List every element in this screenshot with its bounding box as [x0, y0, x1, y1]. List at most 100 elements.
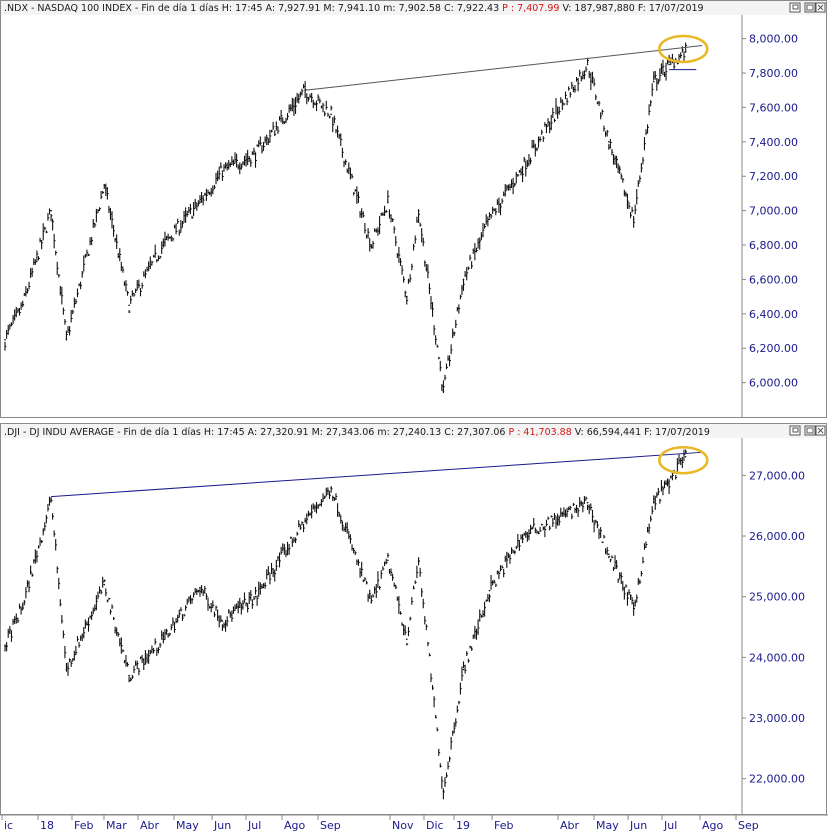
dji-frame — [0, 423, 827, 815]
header-field: M: 7,941.10 — [320, 3, 380, 14]
ndx-restore-icon — [792, 4, 799, 10]
x-tick-label: 18 — [40, 819, 54, 831]
x-tick-label: ic — [4, 819, 13, 831]
ndx-close-icon — [817, 4, 824, 11]
data-point — [586, 63, 589, 66]
data-point — [199, 201, 201, 203]
data-point — [652, 501, 655, 504]
header-field: m: 7,902.58 — [380, 3, 441, 14]
data-point — [652, 80, 655, 83]
data-point — [586, 501, 589, 504]
data-point — [387, 201, 389, 203]
x-tick-label: Jun — [213, 819, 231, 831]
data-point — [304, 520, 306, 522]
data-point — [50, 209, 52, 212]
data-point — [608, 141, 610, 143]
x-axis-labels: ic 18 Feb Mar Abr May Jun Jul Ago Sep Nov Dic 19 Feb A… — [1, 815, 759, 831]
x-tick-label: Sep — [738, 819, 759, 831]
ndx-panel: .NDX - NASDAQ 100 INDEX - Fin de día 1 d… — [0, 0, 827, 418]
data-point — [254, 153, 257, 155]
data-point — [50, 498, 52, 501]
y-tick-label: 6,000.00 — [749, 377, 798, 390]
x-tick-label: Jul — [663, 819, 677, 831]
header-field: M: 27,343.06 — [309, 427, 375, 438]
dji-header-bar — [1, 424, 826, 438]
x-tick-label: Sep — [320, 819, 341, 831]
header-field: m: 27,240.13 — [374, 427, 441, 438]
header-field: P : 7,407.99 — [499, 3, 559, 14]
data-point — [387, 559, 389, 562]
y-tick-label: 6,400.00 — [749, 308, 798, 321]
y-tick-label: 7,000.00 — [749, 205, 798, 218]
x-tick-label: Ago — [702, 819, 724, 831]
dji-window-buttons[interactable] — [789, 425, 826, 436]
data-point — [103, 583, 106, 586]
y-tick-label: 24,000.00 — [749, 651, 805, 664]
data-point — [370, 244, 373, 246]
data-point — [488, 218, 491, 221]
header-field: .NDX - NASDAQ 100 INDEX - Fin de día 1 d… — [4, 3, 219, 14]
data-point — [632, 218, 635, 221]
x-tick-label: Feb — [74, 819, 93, 831]
header-field: F: 17/07/2019 — [641, 427, 710, 438]
data-point — [442, 790, 445, 792]
header-field: C: 27,307.06 — [441, 427, 505, 438]
ndx-y-axis: 8,000.00 7,800.00 7,600.00 7,400.00 7,200.00… — [742, 33, 798, 390]
data-point — [330, 113, 332, 116]
x-tick-label: Dic — [426, 819, 444, 831]
y-tick-label: 7,400.00 — [749, 136, 798, 149]
y-tick-label: 6,200.00 — [749, 342, 798, 355]
y-tick-label: 7,800.00 — [749, 67, 798, 80]
dji-y-axis: 27,000.00 26,000.00 25,000.00 24,000.00 23,0… — [742, 469, 805, 786]
x-tick-label: Jun — [629, 819, 647, 831]
y-tick-label: 23,000.00 — [749, 712, 805, 725]
y-tick-label: 8,000.00 — [749, 33, 798, 46]
y-tick-label: 7,200.00 — [749, 170, 798, 183]
trendline[interactable] — [305, 45, 703, 91]
data-point — [521, 166, 524, 169]
header-field: H: 17:45 — [201, 427, 245, 438]
x-tick-label: May — [596, 819, 619, 831]
data-point — [103, 184, 106, 186]
highlight-ellipse[interactable] — [658, 34, 709, 64]
data-point — [442, 390, 445, 393]
dji-maximize-icon — [806, 427, 814, 434]
dji-restore-button[interactable] — [789, 425, 801, 436]
x-tick-label: Abr — [560, 819, 580, 831]
data-point — [405, 638, 408, 640]
ndx-header-bar — [1, 1, 826, 15]
data-point — [668, 63, 670, 66]
ndx-maximize-icon — [806, 4, 814, 11]
y-tick-label: 22,000.00 — [749, 773, 805, 786]
data-point — [199, 586, 201, 589]
data-point — [417, 209, 420, 212]
ndx-window-buttons[interactable] — [789, 2, 826, 13]
x-tick-label: Jul — [247, 819, 261, 831]
data-point — [488, 589, 491, 592]
dji-maximize-button[interactable] — [804, 425, 816, 436]
trendline[interactable] — [51, 451, 703, 498]
x-axis: ic 18 Feb Mar Abr May Jun Jul Ago Sep Nov Dic 19 Feb A… — [0, 814, 828, 831]
dji-close-icon — [817, 427, 824, 434]
data-point — [684, 455, 687, 458]
ndx-maximize-button[interactable] — [804, 2, 816, 13]
y-tick-label: 6,600.00 — [749, 273, 798, 286]
data-point — [162, 638, 165, 640]
x-tick-label: May — [176, 819, 199, 831]
ndx-restore-button[interactable] — [789, 2, 801, 13]
data-point — [162, 244, 165, 246]
data-point — [462, 278, 465, 281]
data-point — [462, 668, 465, 671]
data-point — [558, 517, 561, 519]
dji-header: .DJI - DJ INDU AVERAGE - Fin de día 1 dí… — [4, 427, 710, 438]
x-tick-label: Ago — [284, 819, 306, 831]
data-point — [4, 644, 6, 647]
header-field: .DJI - DJ INDU AVERAGE - Fin de día 1 dí… — [4, 427, 201, 438]
x-tick-label: Nov — [392, 819, 414, 831]
ndx-frame — [0, 0, 827, 418]
y-tick-label: 25,000.00 — [749, 591, 805, 604]
data-point — [370, 601, 373, 604]
highlight-ellipse[interactable] — [658, 445, 709, 475]
ndx-header: .NDX - NASDAQ 100 INDEX - Fin de día 1 d… — [4, 3, 704, 14]
data-point — [128, 674, 130, 677]
